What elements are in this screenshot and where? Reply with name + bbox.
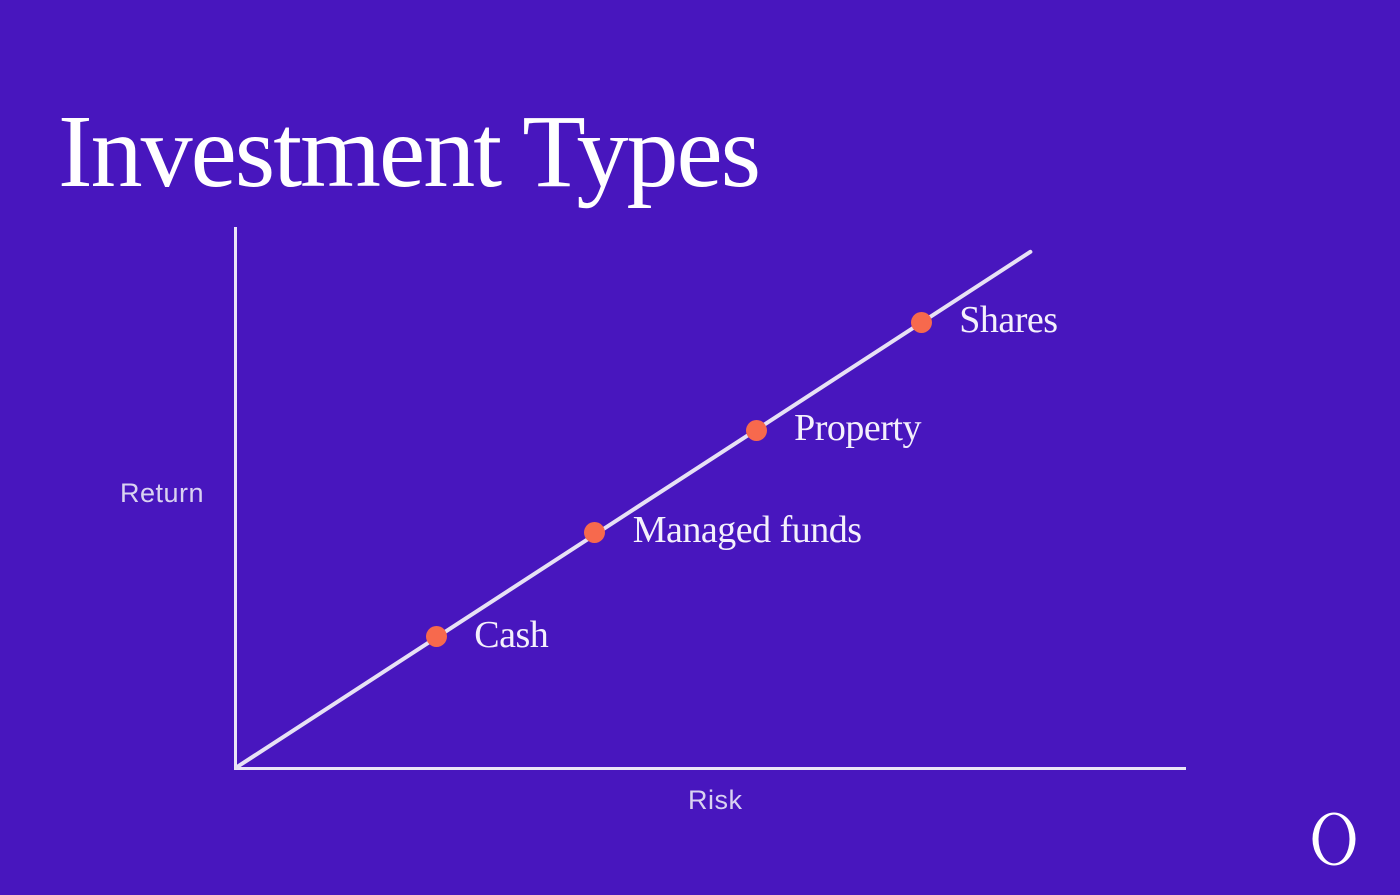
point-label-cash: Cash <box>474 614 549 657</box>
page-title: Investment Types <box>58 93 761 209</box>
trend-line <box>235 249 1033 769</box>
data-point-cash <box>425 626 447 648</box>
data-point-property <box>745 419 767 441</box>
y-axis-label: Return <box>120 478 205 508</box>
data-point-managed-funds <box>584 521 606 543</box>
data-point-shares <box>910 311 932 333</box>
x-axis-label: Risk <box>688 785 743 815</box>
point-label-managed-funds: Managed funds <box>632 509 862 552</box>
point-label-property: Property <box>794 407 921 450</box>
point-label-shares: Shares <box>959 299 1058 342</box>
plot-area: Cash Managed funds Property Shares <box>234 227 1186 770</box>
ring-o-logo-icon <box>1312 812 1356 866</box>
